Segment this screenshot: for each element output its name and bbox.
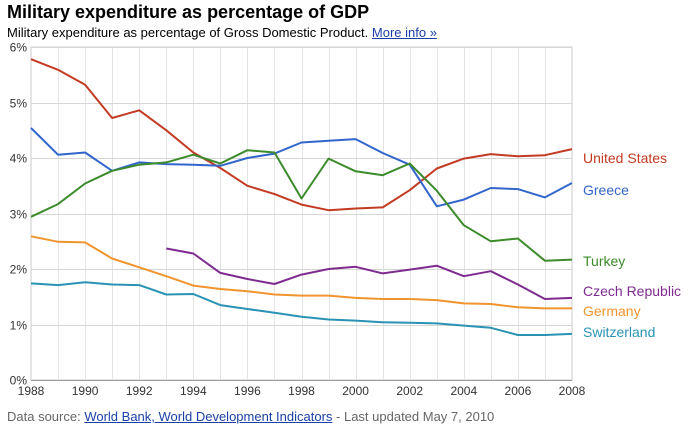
y-tick-label: 4% (10, 152, 28, 166)
y-tick-label: 3% (10, 208, 28, 222)
x-tick-label: 2002 (396, 384, 423, 398)
y-tick-label: 6% (10, 41, 28, 55)
series-line-turkey (30, 149, 573, 262)
series-line-germany (30, 235, 572, 310)
series-label-turkey: Turkey (583, 253, 625, 269)
source-prefix: Data source: (7, 409, 85, 424)
y-tick-label: 2% (10, 263, 28, 277)
x-tick-label: 2008 (559, 384, 586, 398)
y-tick-label: 5% (10, 97, 28, 111)
x-tick-label: 1992 (126, 384, 153, 398)
x-tick-label: 2004 (450, 384, 477, 398)
series-line-czech-republic (166, 247, 573, 300)
series-label-germany: Germany (583, 303, 641, 319)
x-tick-label: 1998 (288, 384, 315, 398)
series-line-switzerland (30, 281, 573, 336)
x-tick-label: 1994 (180, 384, 207, 398)
y-tick-label: 1% (10, 319, 28, 333)
x-tick-label: 2006 (505, 384, 532, 398)
x-tick-label: 1988 (18, 384, 45, 398)
series-label-greece: Greece (583, 182, 629, 198)
more-info-link[interactable]: More info » (371, 25, 437, 40)
line-chart: 0% 1% 2% 3% 4% 5% 6% 1988 1990 1992 1994 1996 1998 20… (10, 41, 681, 399)
chart-title: Military expenditure as percentage of GD… (7, 2, 370, 22)
subtitle-text: Military expenditure as percentage of Gr… (7, 25, 369, 40)
x-tick-label: 1990 (72, 384, 99, 398)
series-line-united-states (30, 58, 573, 212)
source-link[interactable]: World Bank, World Development Indicators (84, 409, 333, 424)
x-tick-label: 1996 (234, 384, 261, 398)
y-tick-label: 0% (10, 374, 28, 388)
x-tick-label: 2000 (342, 384, 369, 398)
data-source-note: Data source: World Bank, World Developme… (7, 409, 494, 424)
series-label-switzerland: Switzerland (583, 324, 655, 340)
series-label-united-states: United States (583, 150, 667, 166)
chart-subtitle: Military expenditure as percentage of Gr… (7, 25, 437, 40)
series-label-czech-republic: Czech Republic (583, 283, 681, 299)
source-suffix: - Last updated May 7, 2010 (332, 409, 495, 424)
